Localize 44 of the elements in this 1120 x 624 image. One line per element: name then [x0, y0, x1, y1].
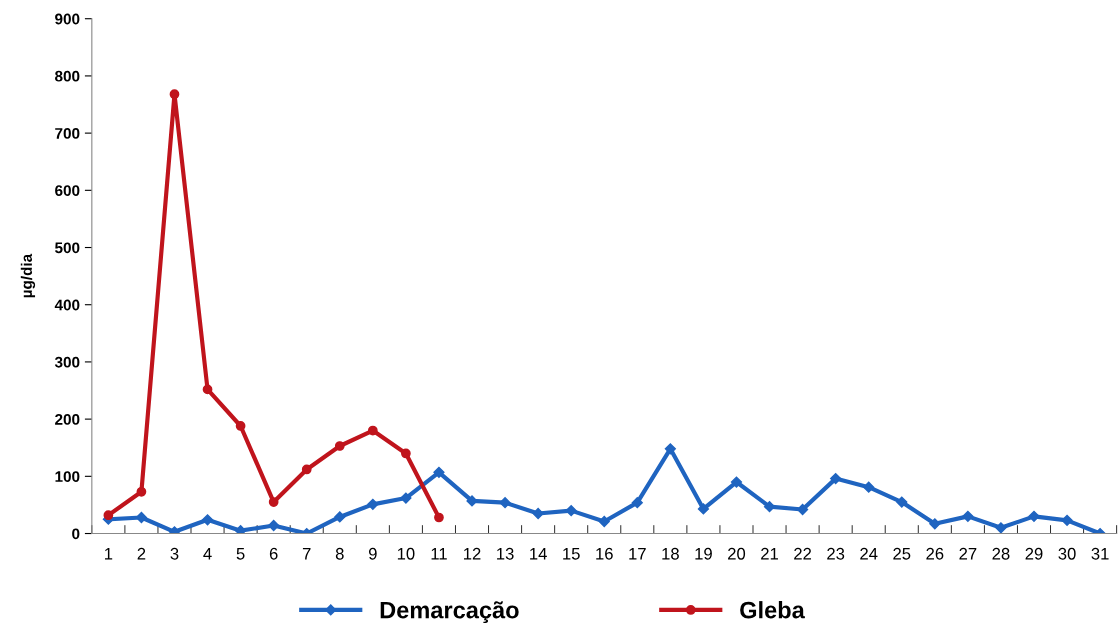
y-tick-label: 0 [72, 528, 80, 540]
x-tick-label: 27 [959, 547, 977, 560]
x-tick-label: 15 [563, 548, 580, 560]
x-tick-label: 5 [236, 548, 245, 560]
legend-label: Gleba [740, 601, 805, 619]
x-tick-label: 13 [497, 547, 514, 560]
x-tick-label: 19 [695, 547, 712, 560]
y-tick-label: 500 [55, 242, 80, 254]
x-tick-label: 2 [137, 547, 146, 560]
x-tick-label: 8 [335, 547, 344, 560]
x-tick-label: 7 [302, 548, 311, 560]
x-tick-label: 31 [1091, 547, 1109, 560]
x-tick-label: 21 [761, 547, 778, 560]
legend-label: Demarcação [380, 601, 519, 624]
x-tick-label: 11 [431, 548, 447, 560]
x-tick-label: 20 [728, 547, 746, 560]
y-tick-label: 100 [55, 471, 80, 483]
y-tick-label: 200 [55, 413, 80, 425]
y-tick-label: 300 [54, 356, 80, 368]
x-tick-label: 22 [794, 547, 812, 560]
x-tick-label: 23 [827, 547, 845, 560]
y-tick-label: 700 [55, 127, 80, 139]
x-tick-label: 17 [629, 548, 646, 560]
x-tick-label: 28 [992, 547, 1010, 560]
x-tick-label: 3 [170, 547, 179, 560]
x-tick-label: 12 [464, 547, 481, 560]
y-tick-label: 800 [55, 70, 80, 82]
y-tick-label: 400 [54, 299, 80, 311]
y-tick-label: 900 [55, 13, 80, 25]
x-tick-label: 16 [596, 547, 613, 560]
y-tick-label: 600 [55, 185, 80, 197]
x-tick-label: 18 [662, 547, 679, 560]
x-tick-label: 1 [105, 548, 113, 560]
x-tick-label: 26 [926, 547, 944, 560]
x-tick-label: 29 [1025, 547, 1043, 560]
x-tick-label: 24 [860, 547, 878, 560]
x-tick-label: 30 [1058, 547, 1076, 560]
x-tick-label: 6 [269, 547, 278, 560]
x-tick-label: 9 [368, 547, 377, 560]
y-axis-title: µg/dia [20, 253, 36, 298]
x-tick-label: 14 [530, 548, 547, 560]
x-tick-label: 4 [203, 548, 212, 560]
x-tick-label: 25 [893, 547, 911, 560]
x-tick-label: 10 [397, 547, 415, 560]
